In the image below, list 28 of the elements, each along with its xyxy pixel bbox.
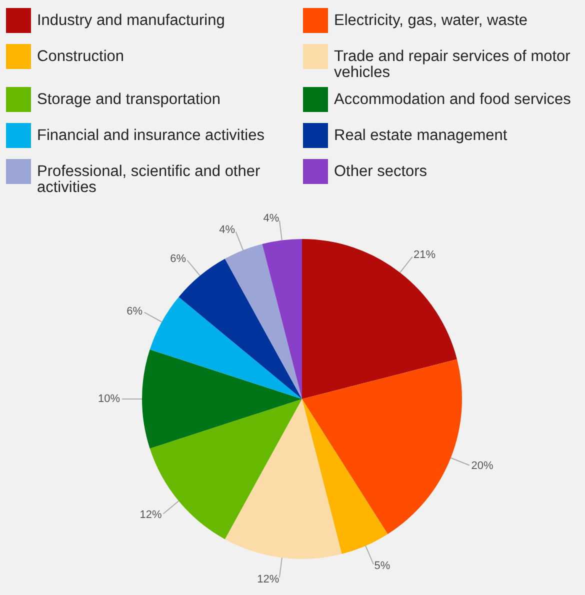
pie-slice (224, 399, 342, 559)
legend-label: Construction (37, 47, 124, 65)
legend-label: Storage and transportation (37, 90, 221, 108)
legend-label: Electricity, gas, water, waste (334, 11, 528, 29)
data-label: 12% (140, 509, 162, 522)
pie-slice (142, 350, 302, 448)
data-label: 20% (471, 460, 494, 472)
pie-slice (302, 359, 462, 534)
data-label: 6% (170, 252, 186, 265)
legend-label: Other sectors (334, 162, 428, 180)
legend-label: Financial and insurance activities (37, 126, 264, 144)
data-label: 10% (98, 393, 120, 405)
data-label: 5% (374, 560, 390, 572)
pie-slice (302, 239, 457, 399)
legend-label: Professional, scientific and other activities (37, 162, 262, 196)
data-label: 21% (414, 249, 436, 262)
data-label: 6% (126, 305, 143, 318)
legend-label: Real estate management (334, 126, 508, 144)
legend-label: Industry and manufacturing (37, 11, 225, 29)
data-label: 12% (257, 574, 280, 586)
pie-slice (150, 297, 302, 399)
data-label: 4% (263, 212, 280, 224)
legend-label: Trade and repair services of motor vehicles (334, 47, 572, 81)
pie-slice (224, 244, 302, 399)
pie-slice (302, 399, 388, 554)
pie-slice (262, 239, 302, 399)
data-label: 4% (219, 224, 236, 236)
legend-label: Accommodation and food services (334, 90, 571, 108)
